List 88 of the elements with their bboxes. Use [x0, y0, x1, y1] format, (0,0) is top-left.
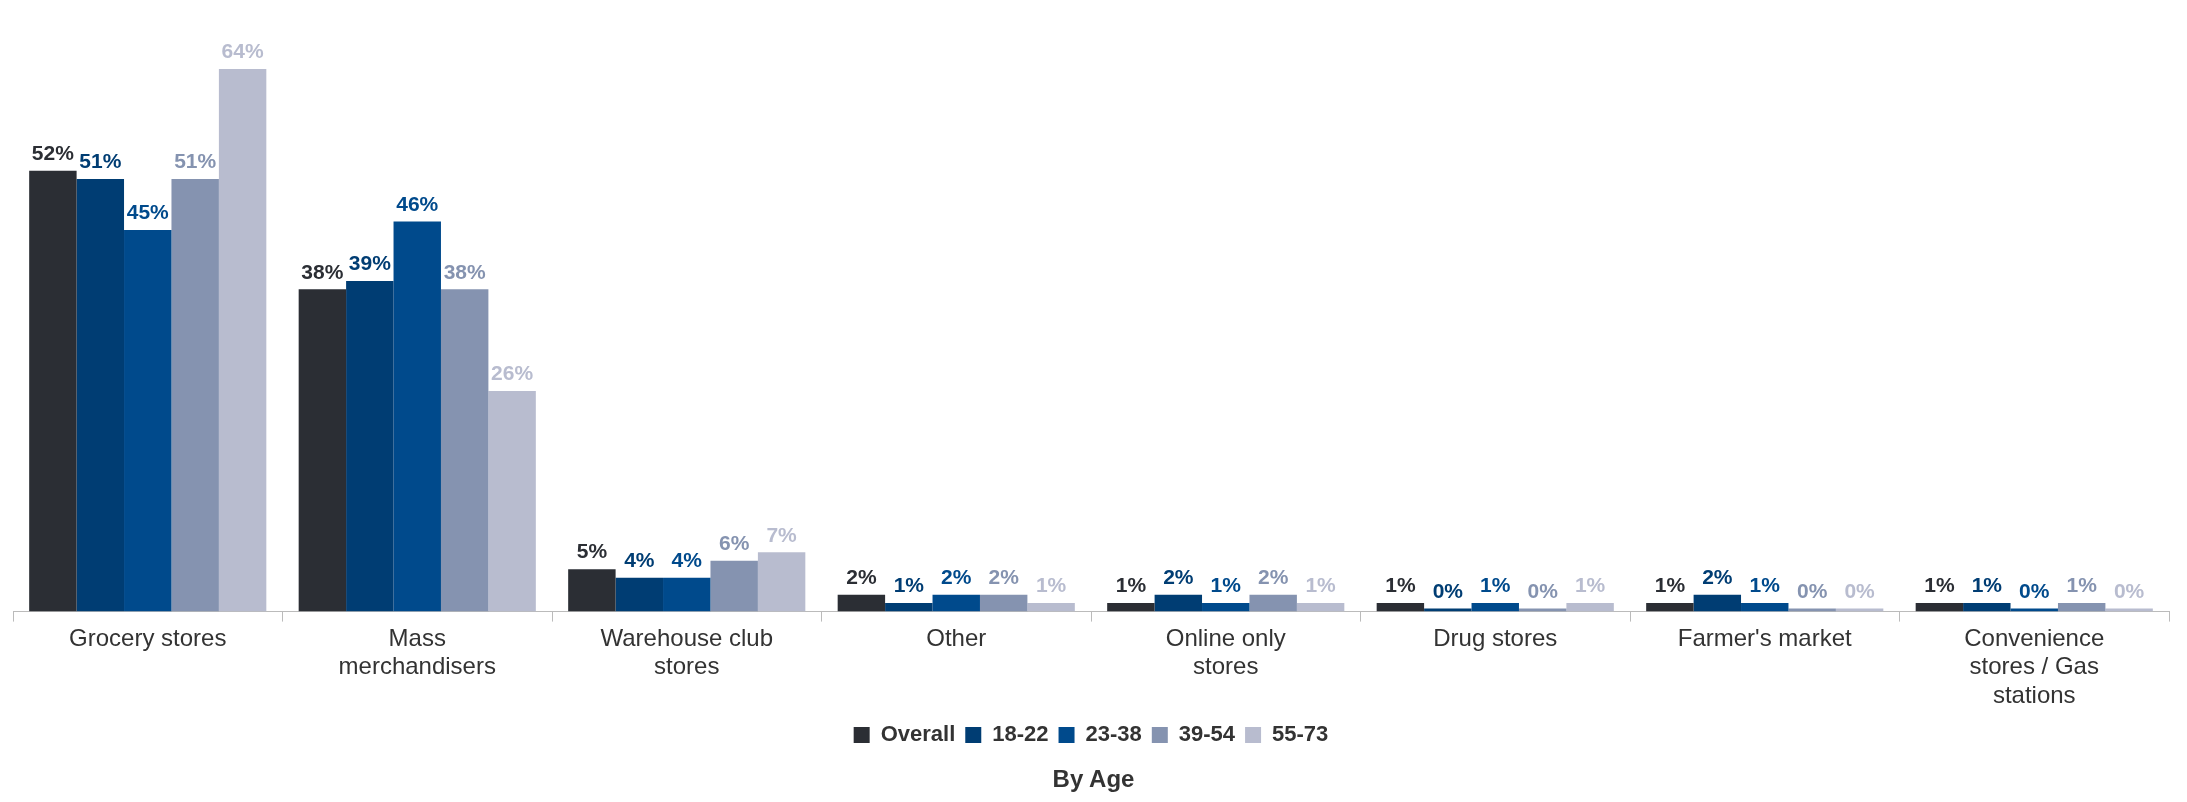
- bar: [2057, 603, 2106, 612]
- bar: [837, 594, 886, 612]
- bar: [298, 289, 347, 612]
- data-label: 0%: [1432, 578, 1464, 602]
- bar: [76, 179, 125, 612]
- x-tick-label: Warehouse club stores: [600, 623, 774, 680]
- data-label: 51%: [174, 149, 217, 173]
- bar: [663, 577, 711, 612]
- bar: [346, 280, 394, 612]
- x-tick-label: Drug stores: [1433, 623, 1558, 651]
- data-label: 7%: [766, 522, 798, 546]
- x-tick-label: Online only stores: [1165, 623, 1286, 680]
- data-label: 4%: [624, 547, 655, 571]
- data-label: 26%: [491, 361, 534, 385]
- bar: [885, 603, 933, 612]
- data-label: 5%: [576, 539, 608, 563]
- bar: [1566, 603, 1614, 612]
- bar: [1202, 603, 1250, 612]
- data-label: 1%: [1385, 573, 1416, 597]
- data-label: 2%: [846, 564, 877, 588]
- bar: [1646, 603, 1694, 612]
- legend-label: 18-22: [992, 721, 1049, 747]
- bar: [979, 594, 1028, 612]
- data-label: 1%: [1971, 573, 2003, 597]
- data-label: 0%: [1527, 578, 1559, 602]
- data-label: 2%: [1702, 564, 1733, 588]
- data-label: 38%: [443, 259, 487, 283]
- bar: [1027, 603, 1075, 612]
- data-label: 0%: [1797, 578, 1828, 602]
- bar: [932, 594, 980, 612]
- data-label: 1%: [1924, 573, 1955, 597]
- legend-label: Overall: [880, 721, 956, 747]
- bar: [171, 179, 219, 612]
- data-label: 2%: [1163, 564, 1194, 588]
- bar: [1376, 603, 1425, 612]
- x-tick-label: Convenience stores / Gas stations: [1964, 623, 2105, 709]
- data-label: 0%: [1844, 578, 1876, 602]
- data-label: 1%: [1749, 573, 1781, 597]
- data-label: 1%: [1115, 573, 1147, 597]
- legend-label: 39-54: [1178, 721, 1236, 747]
- data-label: 6%: [719, 531, 750, 555]
- data-label: 4%: [671, 547, 703, 571]
- data-label: 1%: [1035, 573, 1067, 597]
- data-label: 2%: [941, 564, 972, 588]
- data-label: 1%: [1574, 573, 1606, 597]
- data-label: 1%: [1305, 573, 1337, 597]
- bar: [29, 170, 77, 612]
- data-label: 1%: [1654, 573, 1686, 597]
- data-label: 2%: [988, 564, 1020, 588]
- x-tick-label: Grocery stores: [69, 623, 227, 651]
- data-label: 1%: [1210, 573, 1242, 597]
- x-tick-label: Other: [926, 623, 987, 651]
- bar: [568, 569, 616, 612]
- bar: [393, 221, 441, 612]
- bar: [1107, 603, 1155, 612]
- data-label: 1%: [893, 573, 925, 597]
- bar: [124, 230, 172, 612]
- data-label: 1%: [1480, 573, 1511, 597]
- bar: [1471, 603, 1519, 612]
- data-label: 38%: [301, 259, 344, 283]
- bar: [440, 289, 489, 612]
- bar: [1296, 603, 1345, 612]
- bar: [615, 577, 664, 612]
- x-tick-label: Mass merchandisers: [338, 623, 496, 680]
- bar: [1693, 594, 1742, 612]
- data-label: 46%: [396, 191, 439, 215]
- data-label: 0%: [2019, 578, 2050, 602]
- legend-label: 55-73: [1272, 721, 1329, 747]
- bar: [1154, 594, 1203, 612]
- bar: [757, 552, 806, 612]
- data-label: 64%: [221, 39, 264, 63]
- legend-label: 23-38: [1085, 721, 1142, 747]
- data-label: 2%: [1258, 564, 1289, 588]
- bar: [710, 560, 758, 612]
- bar: [218, 68, 267, 612]
- data-label: 51%: [79, 149, 122, 173]
- data-label: 1%: [2066, 573, 2098, 597]
- bar: [1741, 603, 1789, 612]
- bar: [1963, 603, 2011, 612]
- data-label: 45%: [126, 200, 170, 224]
- data-label: 0%: [2113, 578, 2145, 602]
- data-label: 39%: [348, 251, 392, 275]
- x-axis-title: By Age: [1052, 764, 1135, 792]
- bar: [1915, 603, 1964, 612]
- bar: [1249, 594, 1297, 612]
- bar: [488, 391, 536, 612]
- x-tick-label: Farmer's market: [1677, 623, 1853, 651]
- data-label: 52%: [31, 140, 75, 164]
